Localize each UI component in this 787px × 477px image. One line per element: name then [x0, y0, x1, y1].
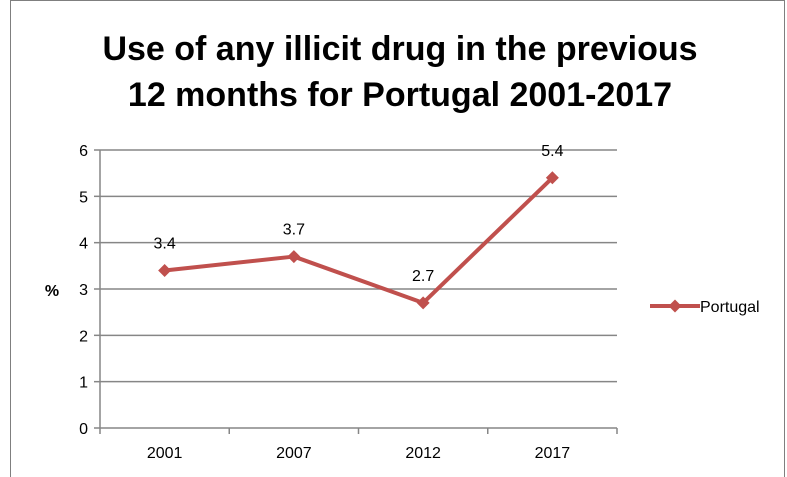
data-point [416, 296, 430, 310]
y-tick-label: 4 [79, 236, 88, 253]
gridlines [100, 149, 617, 383]
series-portugal [158, 171, 559, 310]
y-tick-label: 1 [79, 375, 88, 392]
data-labels: 3.4 3.7 2.7 5.4 [154, 143, 564, 285]
legend-marker [668, 299, 682, 313]
legend: Portugal [650, 299, 760, 316]
x-tick-label: 2007 [276, 445, 312, 462]
y-tick-label: 5 [79, 189, 88, 206]
frame-border-top [10, 0, 785, 1]
y-tick-label: 0 [79, 421, 88, 438]
x-tick-label: 2001 [147, 445, 183, 462]
x-tick-label: 2012 [405, 445, 441, 462]
data-label: 3.4 [154, 235, 176, 252]
chart-title: Use of any illicit drug in the previous … [40, 26, 760, 118]
x-tick-label: 2017 [535, 445, 571, 462]
y-tick-label: 2 [79, 328, 88, 345]
legend-label: Portugal [700, 299, 760, 316]
y-tick-label: 3 [79, 282, 88, 299]
data-label: 5.4 [541, 143, 563, 160]
data-point [158, 263, 172, 277]
data-label: 3.7 [283, 222, 305, 239]
data-point [545, 171, 559, 185]
chart-title-line2: 12 months for Portugal 2001-2017 [127, 76, 673, 114]
chart-title-line1: Use of any illicit drug in the previous [102, 30, 698, 68]
data-label: 2.7 [412, 268, 434, 285]
frame-border-left [10, 0, 11, 477]
frame-border-right [784, 0, 785, 477]
y-tick-label: 6 [79, 143, 88, 160]
series-line-portugal [164, 176, 554, 305]
data-point [287, 250, 301, 264]
y-axis-label: % [45, 283, 59, 300]
axes: 0 1 2 3 4 5 6 2001 2007 2012 2017 [79, 143, 618, 462]
